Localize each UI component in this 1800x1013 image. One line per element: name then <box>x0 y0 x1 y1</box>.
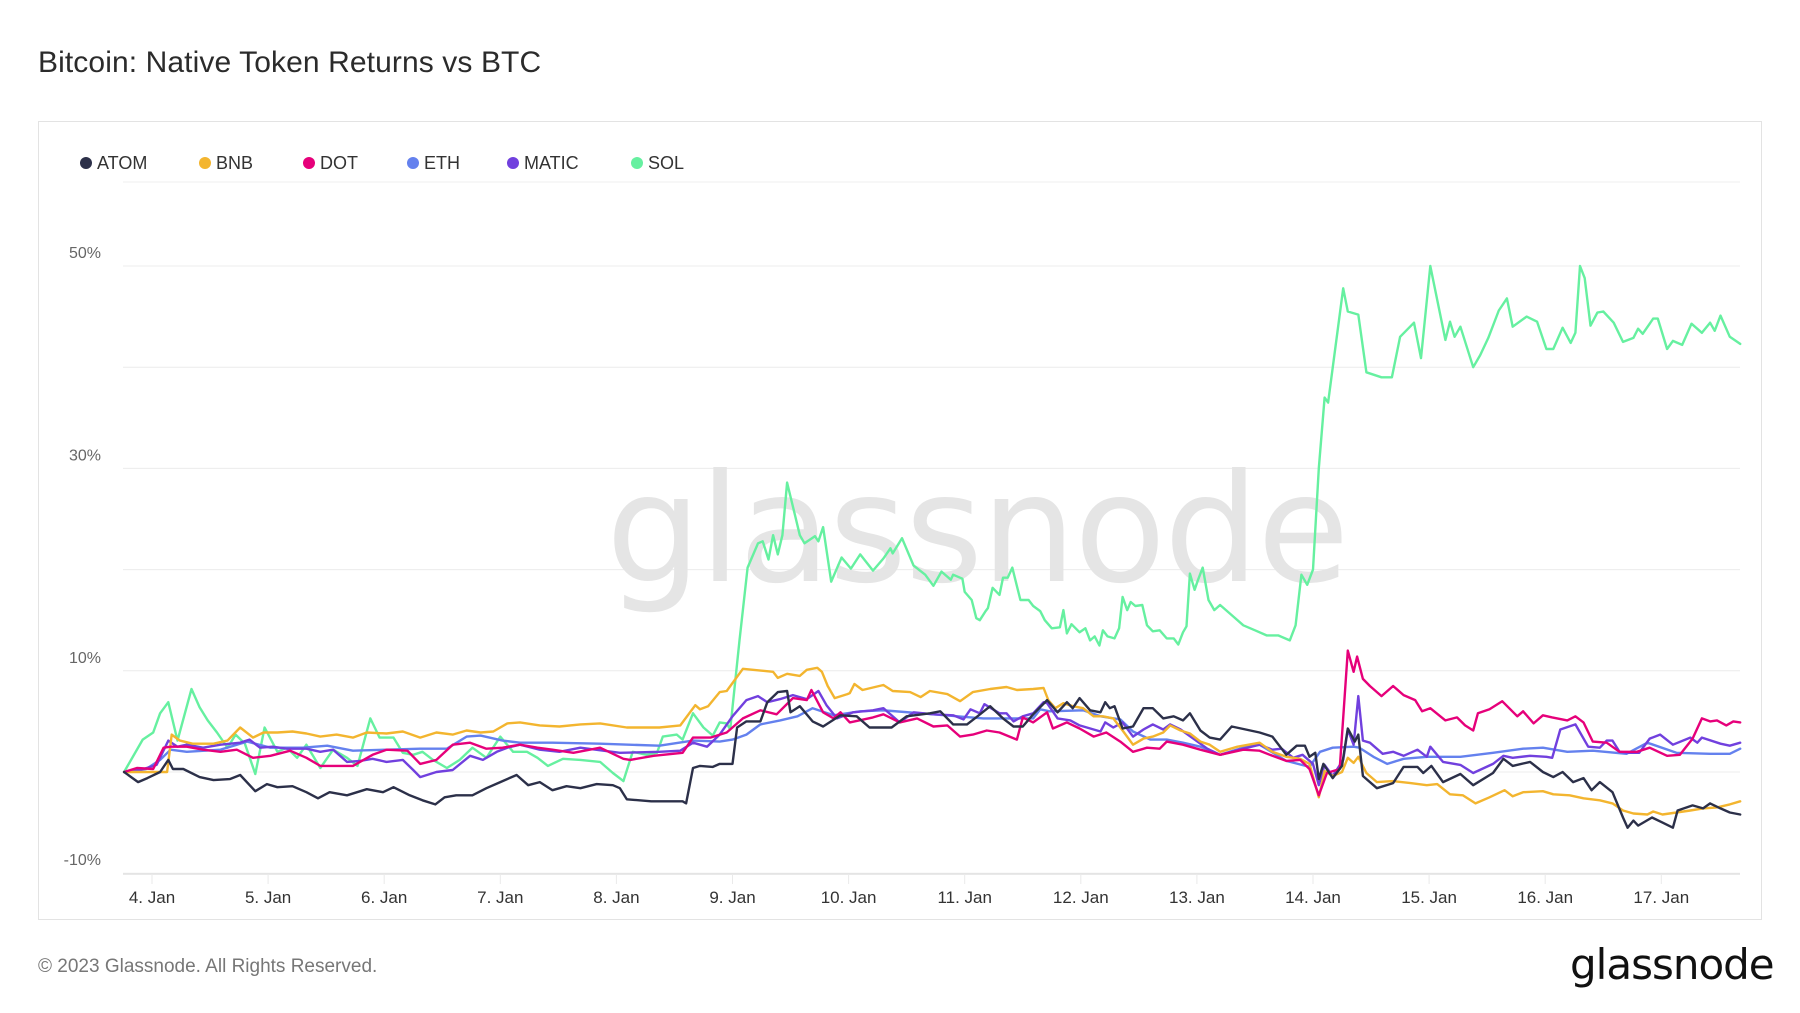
x-tick-label: 16. Jan <box>1517 888 1573 907</box>
legend-item-bnb[interactable]: BNB <box>199 150 253 176</box>
series-line-eth[interactable] <box>122 707 1742 774</box>
legend-label: SOL <box>648 152 685 173</box>
x-tick-label: 17. Jan <box>1633 888 1689 907</box>
gridlines <box>123 181 1740 874</box>
x-tick-label: 13. Jan <box>1169 888 1225 907</box>
x-tick-label: 7. Jan <box>477 888 523 907</box>
x-tick-label: 14. Jan <box>1285 888 1341 907</box>
legend-label: BNB <box>216 152 254 173</box>
legend-item-matic[interactable]: MATIC <box>507 150 579 176</box>
x-tick-label: 5. Jan <box>245 888 291 907</box>
chart-card <box>38 121 1762 920</box>
legend-label: MATIC <box>524 152 579 173</box>
legend-dot-icon <box>80 157 92 169</box>
legend-label: DOT <box>320 152 358 173</box>
legend-dot-icon <box>199 157 211 169</box>
series-line-dot[interactable] <box>122 649 1742 797</box>
x-tick-label: 8. Jan <box>593 888 639 907</box>
watermark-text: glassnode <box>606 443 1347 617</box>
legend-label: ETH <box>424 152 460 173</box>
series-lines <box>122 264 1742 829</box>
legend-item-atom[interactable]: ATOM <box>80 150 147 176</box>
y-tick-label: 50% <box>69 245 101 262</box>
legend-dot-icon <box>631 157 643 169</box>
legend-dot-icon <box>507 157 519 169</box>
glassnode-logo[interactable]: glassnode <box>1570 940 1775 989</box>
series-line-atom[interactable] <box>122 689 1742 829</box>
legend-label: ATOM <box>97 152 148 173</box>
x-tick-label: 12. Jan <box>1053 888 1109 907</box>
legend-dot-icon <box>407 157 419 169</box>
x-tick-label: 4. Jan <box>129 888 175 907</box>
x-tick-label: 10. Jan <box>821 888 877 907</box>
x-tick-label: 15. Jan <box>1401 888 1457 907</box>
legend-item-eth[interactable]: ETH <box>407 150 460 176</box>
page-title: Bitcoin: Native Token Returns vs BTC <box>38 46 542 79</box>
x-axis: 4. Jan 5. Jan 6. Jan 7. Jan 8. Jan 9. Jan 10. … <box>123 873 1740 907</box>
legend-dot-icon <box>303 157 315 169</box>
y-tick-label: 30% <box>69 447 101 464</box>
y-tick-label: 10% <box>69 650 101 667</box>
x-tick-label: 11. Jan <box>937 888 992 907</box>
x-tick-label: 6. Jan <box>361 888 407 907</box>
legend-item-dot[interactable]: DOT <box>303 150 358 176</box>
x-tick-label: 9. Jan <box>709 888 755 907</box>
y-axis: 50% 30% 10% -10% <box>64 245 101 869</box>
copyright-text: © 2023 Glassnode. All Rights Reserved. <box>38 956 378 977</box>
legend-item-sol[interactable]: SOL <box>631 150 684 176</box>
series-line-bnb[interactable] <box>122 666 1742 816</box>
y-tick-label: -10% <box>64 852 101 869</box>
